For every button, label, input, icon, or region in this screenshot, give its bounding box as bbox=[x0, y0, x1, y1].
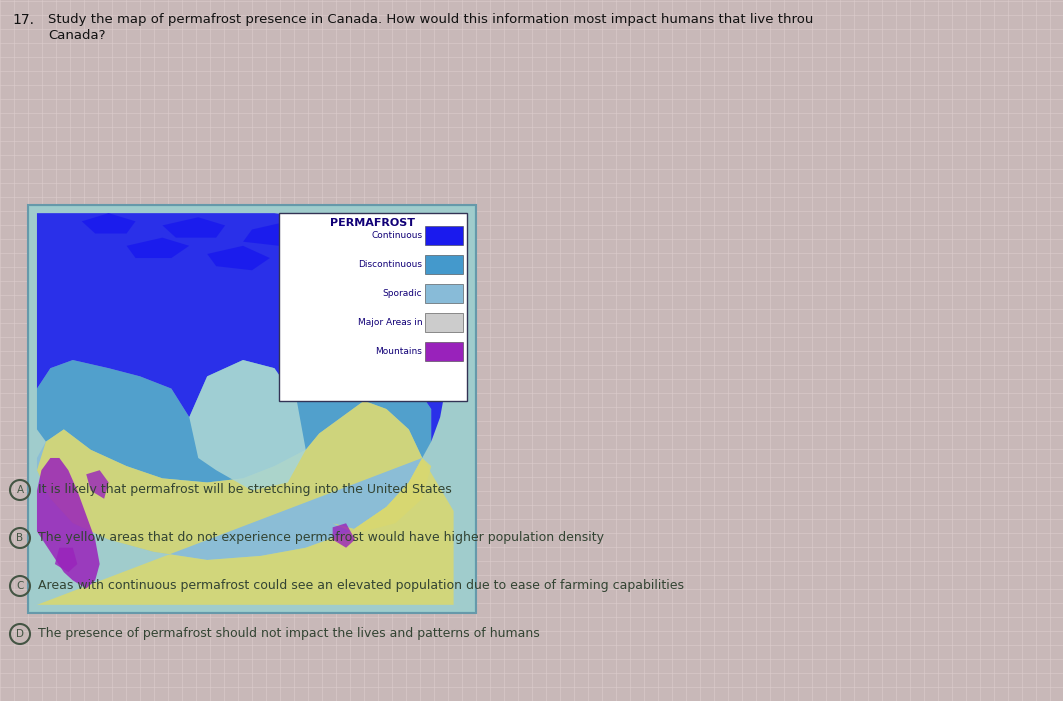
Bar bbox=[279, 213, 467, 401]
Polygon shape bbox=[37, 458, 100, 589]
Text: Areas with continuous permafrost could see an elevated population due to ease of: Areas with continuous permafrost could s… bbox=[38, 580, 684, 592]
Bar bbox=[28, 205, 476, 613]
Text: 17.: 17. bbox=[12, 13, 34, 27]
Polygon shape bbox=[37, 213, 450, 442]
Text: Discontinuous: Discontinuous bbox=[358, 260, 422, 268]
Bar bbox=[425, 342, 463, 361]
Text: A: A bbox=[16, 485, 23, 495]
Polygon shape bbox=[333, 458, 432, 531]
Text: Study the map of permafrost presence in Canada. How would this information most : Study the map of permafrost presence in … bbox=[48, 13, 813, 26]
Polygon shape bbox=[207, 246, 270, 271]
Polygon shape bbox=[37, 401, 422, 560]
Polygon shape bbox=[86, 470, 108, 498]
Text: The yellow areas that do not experience permafrost would have higher population : The yellow areas that do not experience … bbox=[38, 531, 604, 545]
Text: Canada?: Canada? bbox=[48, 29, 105, 42]
Bar bbox=[425, 226, 463, 245]
Text: It is likely that permafrost will be stretching into the United States: It is likely that permafrost will be str… bbox=[38, 484, 452, 496]
Text: C: C bbox=[16, 581, 23, 591]
Polygon shape bbox=[126, 238, 189, 258]
Polygon shape bbox=[37, 352, 432, 482]
Bar bbox=[30, 207, 474, 611]
Bar bbox=[425, 313, 463, 332]
Bar bbox=[425, 255, 463, 273]
Text: PERMAFROST: PERMAFROST bbox=[331, 218, 416, 228]
Text: Major Areas in: Major Areas in bbox=[358, 318, 422, 327]
Text: Sporadic: Sporadic bbox=[383, 289, 422, 298]
Text: Mountains: Mountains bbox=[375, 347, 422, 356]
Polygon shape bbox=[37, 401, 454, 605]
Polygon shape bbox=[55, 547, 78, 572]
Text: B: B bbox=[16, 533, 23, 543]
Polygon shape bbox=[333, 523, 355, 547]
Polygon shape bbox=[243, 222, 306, 246]
Text: D: D bbox=[16, 629, 24, 639]
Text: Continuous: Continuous bbox=[371, 231, 422, 240]
Polygon shape bbox=[163, 217, 225, 238]
Polygon shape bbox=[82, 213, 135, 233]
Text: The presence of permafrost should not impact the lives and patterns of humans: The presence of permafrost should not im… bbox=[38, 627, 540, 641]
Bar bbox=[425, 284, 463, 303]
Polygon shape bbox=[189, 360, 306, 491]
